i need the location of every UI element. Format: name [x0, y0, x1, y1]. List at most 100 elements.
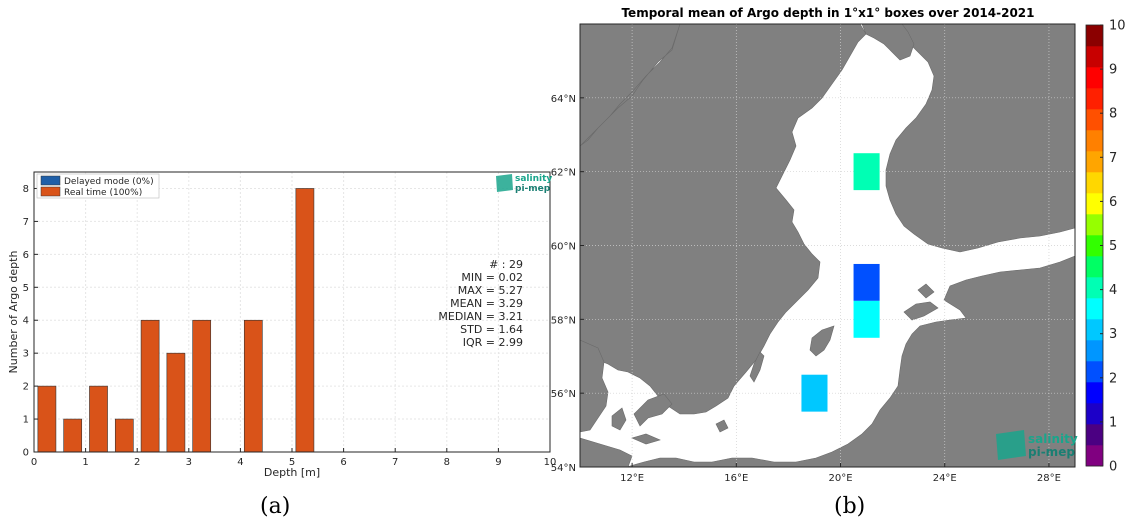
legend-label-delayed: Delayed mode (0%): [64, 177, 154, 187]
colorbar-tick-label: 8: [1109, 107, 1117, 122]
map-content: [580, 24, 1075, 467]
colorbar-segment: [1086, 403, 1103, 425]
colorbar-segment: [1086, 130, 1103, 152]
colorbar-tick-label: 10: [1109, 19, 1126, 34]
colorbar-segment: [1086, 109, 1103, 131]
colorbar-segment: [1086, 214, 1103, 236]
map-x-ticks: 12°E 16°E 20°E 24°E 28°E: [620, 463, 1061, 484]
logo-mark-b: [996, 430, 1026, 460]
colorbar-segment: [1086, 25, 1103, 47]
histogram-x-ticks: 0 1 2 3 4 5 6 7 8 9 10: [31, 448, 557, 468]
colorbar-tick-label: 5: [1109, 239, 1117, 254]
colorbar-tick-label: 4: [1109, 283, 1117, 298]
colorbar-segment: [1086, 445, 1103, 467]
colorbar-tick-label: 1: [1109, 415, 1117, 430]
histogram-bars: [37, 188, 315, 453]
colorbar-segment: [1086, 67, 1103, 89]
colorbar-segment: [1086, 319, 1103, 341]
logo-line1-a: salinity: [515, 174, 552, 184]
stat-iqr: IQR = 2.99: [463, 336, 523, 349]
x-tick-label: 8: [444, 457, 450, 468]
histogram-legend: Delayed mode (0%) Real time (100%): [36, 173, 160, 199]
histogram-bar: [63, 418, 83, 453]
land-jutland: [580, 339, 609, 433]
colorbar-tick-label: 9: [1109, 63, 1117, 78]
x-tick-label: 10: [544, 457, 557, 468]
lon-tick-label: 20°E: [829, 473, 853, 484]
land-funen: [611, 407, 627, 431]
y-tick-label: 4: [23, 316, 29, 327]
lat-tick-label: 64°N: [551, 94, 576, 105]
colorbar-segment: [1086, 256, 1103, 278]
land-zealand: [633, 393, 673, 427]
colorbar-tick-label: 2: [1109, 371, 1117, 386]
land-hiiumaa: [917, 283, 935, 299]
lon-tick-label: 12°E: [620, 473, 644, 484]
histogram-x-label: Depth [m]: [264, 466, 320, 479]
stat-std: STD = 1.64: [460, 323, 523, 336]
y-tick-label: 0: [23, 448, 29, 459]
colorbar-ticks: 0 1 2 3 4 5 6 7 8 9 10: [1100, 19, 1126, 475]
caption-a: (a): [260, 494, 291, 519]
x-tick-label: 3: [186, 457, 192, 468]
map-cells: [801, 153, 880, 412]
x-tick-label: 7: [392, 457, 398, 468]
colorbar-tick-label: 3: [1109, 327, 1117, 342]
x-tick-label: 1: [82, 457, 88, 468]
histogram-bar: [89, 385, 108, 453]
colorbar-tick-label: 0: [1109, 460, 1117, 475]
histogram-bar: [243, 319, 263, 453]
lon-tick-label: 16°E: [724, 473, 748, 484]
legend-label-realtime: Real time (100%): [64, 188, 142, 198]
histogram-y-ticks: 0 1 2 3 4 5 6 7 8: [23, 184, 38, 459]
land-bothnia-north: [861, 24, 915, 61]
lat-tick-label: 54°N: [551, 463, 576, 474]
colorbar-tick-label: 7: [1109, 151, 1117, 166]
stat-max: MAX = 5.27: [458, 284, 523, 297]
histogram-stats: # : 29 MIN = 0.02 MAX = 5.27 MEAN = 3.29…: [438, 258, 523, 349]
colorbar-segment: [1086, 361, 1103, 383]
legend-swatch-delayed: [40, 175, 61, 186]
lat-tick-label: 62°N: [551, 168, 576, 179]
lon-tick-label: 24°E: [933, 473, 957, 484]
land-saaremaa: [903, 301, 939, 321]
x-tick-label: 0: [31, 457, 37, 468]
y-tick-label: 2: [23, 382, 29, 393]
colorbar-segment: [1086, 172, 1103, 194]
colorbar-segment: [1086, 340, 1103, 362]
depth-cell: [853, 300, 880, 338]
map-title: Temporal mean of Argo depth in 1°x1° box…: [621, 6, 1034, 20]
depth-cell: [801, 374, 828, 412]
colorbar-segment: [1086, 88, 1103, 110]
logo-line2-b: pi-mep: [1028, 445, 1075, 459]
depth-cell: [853, 263, 880, 301]
colorbar-tick-label: 6: [1109, 195, 1117, 210]
stat-min: MIN = 0.02: [461, 271, 523, 284]
histogram-bar: [295, 188, 315, 453]
land-bornholm: [715, 419, 729, 433]
x-tick-label: 2: [134, 457, 140, 468]
y-tick-label: 5: [23, 283, 29, 294]
x-tick-label: 6: [340, 457, 346, 468]
logo-mark-a: [496, 174, 513, 192]
colorbar-segment: [1086, 235, 1103, 257]
legend-swatch-realtime: [40, 186, 61, 197]
land-oland: [749, 351, 765, 383]
histogram-bar: [114, 418, 134, 453]
caption-b: (b): [834, 494, 866, 519]
x-tick-label: 9: [495, 457, 501, 468]
lat-tick-label: 58°N: [551, 315, 576, 326]
x-tick-label: 5: [289, 457, 295, 468]
lon-tick-label: 28°E: [1037, 473, 1061, 484]
stat-count: # : 29: [489, 258, 523, 271]
y-tick-label: 6: [23, 250, 29, 261]
depth-cell: [853, 153, 880, 191]
lat-tick-label: 56°N: [551, 389, 576, 400]
land-lolland: [631, 433, 661, 445]
y-tick-label: 7: [23, 217, 29, 228]
lat-tick-label: 60°N: [551, 242, 576, 253]
histogram-bar: [140, 319, 160, 453]
logo-line2-a: pi-mep: [515, 184, 551, 194]
map-y-ticks: 54°N 56°N 58°N 60°N 62°N 64°N: [551, 94, 584, 474]
land-gotland: [809, 325, 835, 357]
